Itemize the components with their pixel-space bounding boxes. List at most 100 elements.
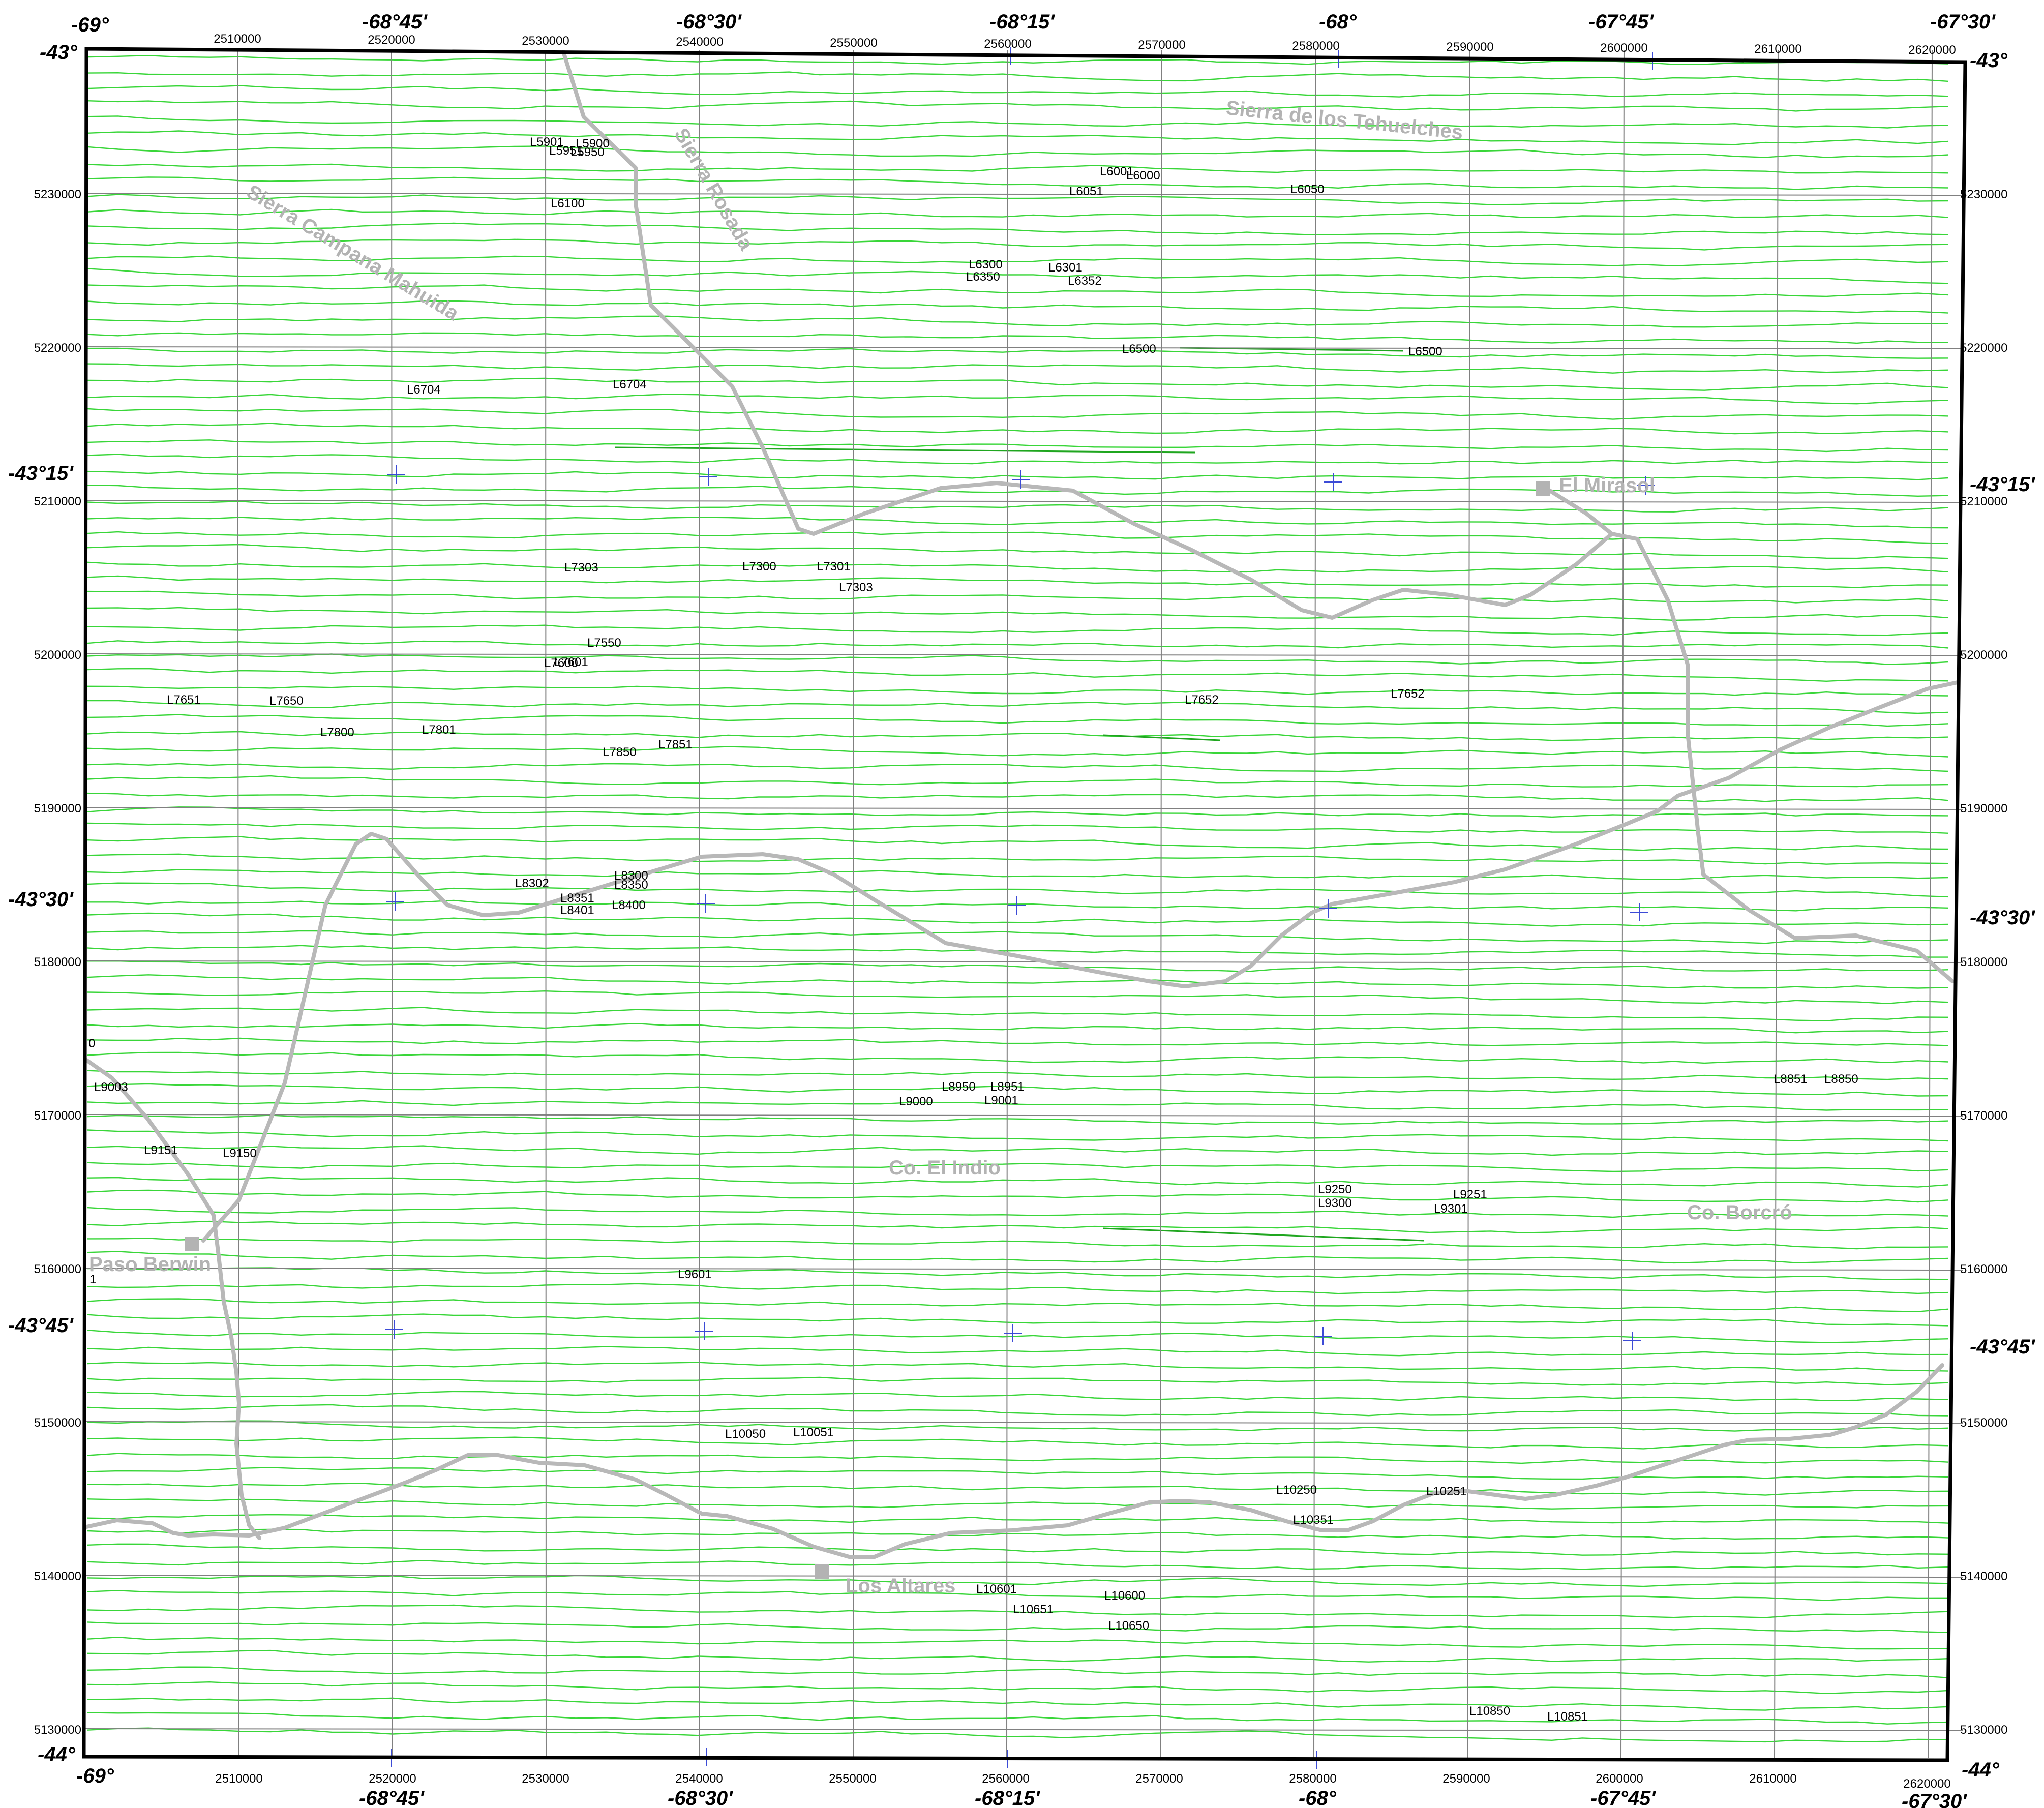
flightline — [87, 990, 1949, 1005]
flightline — [87, 485, 1949, 497]
easting-label-top: 2590000 — [1446, 40, 1493, 54]
flightline — [87, 1436, 1949, 1450]
line-label: L6300 — [969, 258, 1003, 272]
flightline — [87, 640, 1949, 649]
line-label: L6051 — [1069, 185, 1103, 198]
line-label: L8400 — [612, 898, 646, 912]
easting-gridline — [1467, 49, 1470, 1759]
line-label: L10851 — [1547, 1710, 1588, 1724]
line-label: L6500 — [1122, 342, 1156, 356]
flightline — [87, 806, 1949, 818]
graticule-cross-icon — [1012, 470, 1030, 489]
flightline — [87, 624, 1949, 636]
flightline — [87, 1681, 1949, 1695]
flightline — [87, 1636, 1949, 1650]
line-label: L7600 — [544, 656, 578, 670]
flightline — [87, 1129, 1949, 1142]
flightline — [87, 731, 1949, 741]
flightline — [87, 454, 1949, 465]
northing-gridline — [85, 1575, 1963, 1578]
northing-label-left: 5190000 — [34, 802, 81, 816]
line-label: L6352 — [1068, 274, 1102, 288]
northing-label-right: 5130000 — [1960, 1723, 2007, 1737]
flightline — [87, 500, 1949, 513]
northing-label-left: 5180000 — [34, 955, 81, 969]
flightline — [87, 255, 1949, 267]
northing-label-left: 5220000 — [34, 341, 81, 355]
northing-label-right: 5160000 — [1960, 1262, 2007, 1276]
flightline — [87, 912, 1949, 927]
town-marker-los-altares-icon — [815, 1564, 829, 1579]
flightline — [87, 71, 1949, 82]
flightline — [87, 1575, 1949, 1587]
flightline — [87, 1298, 1949, 1312]
flightline — [87, 517, 1949, 529]
northing-label-right: 5180000 — [1960, 955, 2007, 969]
line-label: L8850 — [1824, 1072, 1858, 1086]
line-label: L6050 — [1290, 183, 1325, 196]
easting-label-top: 2540000 — [676, 35, 723, 49]
line-label: L7652 — [1185, 693, 1219, 707]
grid-labels-layer: 2510000 2520000 2530000 2540000 2550000 … — [34, 32, 2008, 1791]
flightline — [87, 1712, 1949, 1725]
line-label: L9601 — [678, 1268, 712, 1281]
line-label: L7301 — [817, 560, 851, 574]
longitude-label-top: -69° — [71, 14, 109, 36]
feature-label-co-el-indio: Co. El Indio — [889, 1157, 1001, 1179]
flightline — [87, 1666, 1949, 1678]
geographic-labels-layer: -69° -68°45' -68°30' -68°15' -68° -67°45… — [8, 11, 2035, 1808]
easting-gridline — [1620, 49, 1625, 1759]
line-label: L6704 — [613, 378, 647, 391]
flightline — [87, 714, 1949, 727]
place-label-el-mirasol: El Mirasol — [1559, 474, 1655, 497]
easting-label-top: 2610000 — [1754, 42, 1801, 56]
roads-layer — [84, 50, 1960, 1559]
graticule-cross-icon — [1314, 1327, 1332, 1345]
flightline — [87, 1022, 1949, 1034]
line-label: L6100 — [551, 197, 585, 210]
flightline — [87, 332, 1949, 344]
flightline — [87, 1037, 1949, 1046]
flightline — [87, 775, 1949, 788]
flightline — [87, 347, 1949, 359]
graticule-cross-icon — [1008, 896, 1026, 915]
flightline — [87, 899, 1949, 912]
northing-label-right: 5220000 — [1960, 341, 2007, 355]
line-label: L8300 — [614, 869, 648, 883]
flightline — [87, 1283, 1949, 1294]
easting-label-bottom: 2560000 — [982, 1772, 1029, 1786]
northing-label-left: 5200000 — [34, 648, 81, 662]
northing-gridline — [85, 1728, 1963, 1731]
flightline — [87, 1727, 1949, 1743]
easting-label-top: 2510000 — [214, 32, 261, 46]
line-label: L5901 — [530, 135, 564, 149]
line-label: L8350 — [614, 878, 648, 892]
line-label: L6301 — [1048, 261, 1083, 275]
line-label: L8302 — [515, 877, 549, 890]
line-label: L9001 — [984, 1094, 1018, 1107]
place-label-paso-berwin: Paso Berwin — [89, 1253, 211, 1276]
northing-label-right: 5150000 — [1960, 1416, 2007, 1430]
line-label: L7801 — [422, 723, 456, 737]
line-label: L8950 — [942, 1080, 976, 1094]
northing-label-right: 5190000 — [1960, 802, 2007, 816]
road-central — [201, 680, 1960, 1243]
northing-label-left: 5170000 — [34, 1109, 81, 1123]
longitude-label-top: -67°45' — [1588, 11, 1654, 33]
road-southern — [84, 1363, 1944, 1559]
flightline — [87, 1083, 1949, 1097]
flightline — [87, 100, 1949, 112]
latitude-label-left: -43° — [40, 41, 78, 64]
easting-label-bottom: 2570000 — [1135, 1772, 1183, 1786]
longitude-label-bottom: -67°45' — [1590, 1787, 1656, 1808]
latitude-label-left: -44° — [38, 1743, 76, 1766]
latitude-label-right: -43° — [1970, 49, 2008, 72]
northing-gridline — [85, 1268, 1963, 1271]
line-label: L7550 — [587, 636, 621, 650]
line-label: L10050 — [725, 1427, 766, 1441]
longitude-label-bottom: -68° — [1299, 1787, 1337, 1808]
flightline — [87, 1267, 1949, 1280]
latitude-label-right: -44° — [1962, 1759, 2000, 1781]
line-label: L7303 — [564, 561, 598, 575]
easting-label-bottom: 2620000 — [1903, 1777, 1950, 1791]
